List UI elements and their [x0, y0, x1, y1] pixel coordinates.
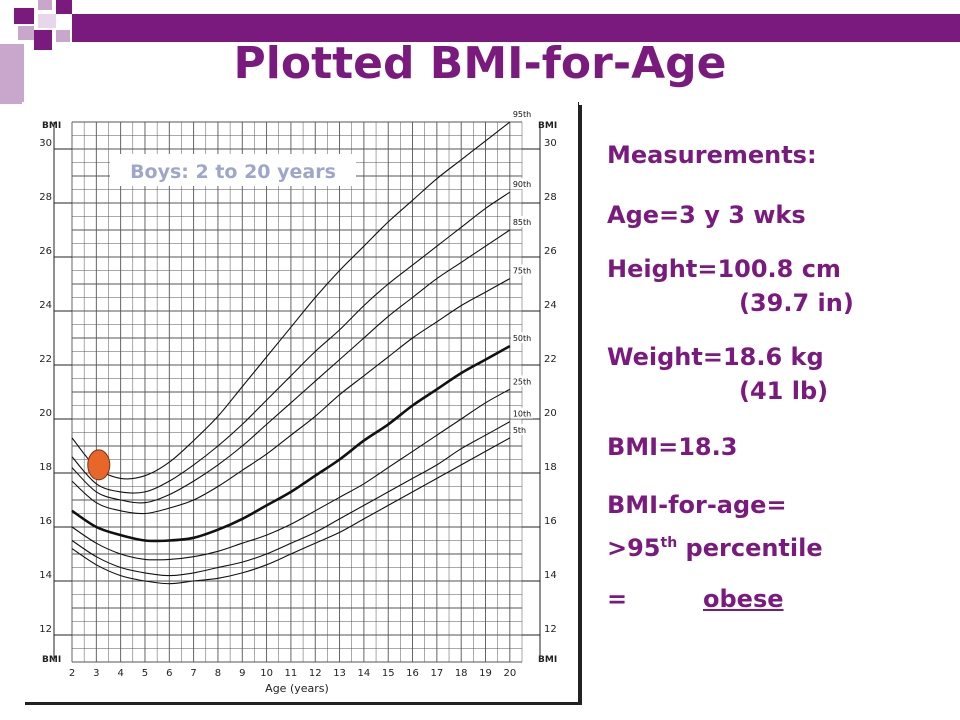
y-tick-label-left: 14 — [39, 570, 52, 581]
x-tick-label: 20 — [503, 668, 516, 679]
y-tick-label-left: 16 — [39, 516, 52, 527]
y-tick-label-right: 24 — [544, 300, 557, 311]
percentile-curve-50th — [71, 344, 511, 543]
bmi-chart-panel: 12 12 14 14 16 16 18 18 20 20 22 22 24 24 26 26 28 28 30 30… — [22, 102, 579, 702]
y-tick-label-left: 22 — [39, 354, 52, 365]
x-tick-label: 2 — [69, 668, 75, 679]
x-tick-label: 7 — [190, 668, 196, 679]
y-tick-label-right: 30 — [544, 138, 557, 149]
percentile-suffix: th — [660, 535, 678, 551]
x-tick-label: 5 — [142, 668, 148, 679]
percentile-curve-5th — [71, 437, 511, 585]
bmi-for-age-value: >95th percentile — [607, 528, 823, 563]
x-tick-label: 15 — [382, 668, 395, 679]
plotted-bmi-point — [87, 449, 111, 481]
percentile-label-bg — [510, 178, 533, 190]
y-tick-label-right: 22 — [544, 354, 557, 365]
bmi-measurement: BMI=18.3 — [607, 433, 738, 461]
x-tick-label: 16 — [406, 668, 419, 679]
percentile-label-50th: 50th — [513, 334, 531, 343]
bmi-for-age-label: BMI-for-age= — [607, 491, 787, 519]
slide-title: Plotted BMI-for-Age — [233, 38, 727, 89]
y-tick-label-right: 16 — [544, 516, 557, 527]
chart-title: Boys: 2 to 20 years — [130, 161, 336, 183]
y-tick-label-left: 18 — [39, 462, 52, 473]
result-classification: obese — [703, 585, 784, 613]
percentile-label-bg — [510, 423, 533, 435]
percentile-curve-25th — [71, 388, 511, 561]
percentile-word: percentile — [677, 534, 823, 562]
percentile-label-10th: 10th — [513, 410, 531, 419]
y-tick-label-left: 26 — [39, 246, 52, 257]
x-axis-label: Age (years) — [265, 682, 329, 695]
weight-measurement: Weight=18.6 kg — [607, 343, 824, 371]
percentile-label-5th: 5th — [513, 426, 526, 435]
percentile-number: >95 — [607, 534, 661, 562]
age-measurement: Age=3 y 3 wks — [607, 201, 806, 229]
height-inches: (39.7 in) — [739, 289, 854, 317]
measurements-heading: Measurements: — [607, 141, 817, 169]
percentile-label-bg — [510, 407, 533, 419]
header-bar — [72, 14, 960, 42]
x-tick-label: 6 — [166, 668, 172, 679]
result-equals: = — [607, 585, 628, 613]
y-tick-label-right: 14 — [544, 570, 557, 581]
percentile-curve-85th — [71, 229, 511, 504]
y-tick-label-right: 20 — [544, 408, 557, 419]
x-tick-label: 11 — [285, 668, 298, 679]
bmi-axis-tag: BMI — [538, 655, 557, 665]
bmi-axis-tag: BMI — [538, 121, 557, 131]
weight-pounds: (41 lb) — [739, 377, 829, 405]
percentile-label-85th: 85th — [513, 218, 531, 227]
y-tick-label-left: 12 — [39, 624, 52, 635]
x-tick-label: 8 — [215, 668, 221, 679]
percentile-curve-75th — [71, 278, 511, 515]
corner-squares — [0, 0, 80, 110]
x-tick-label: 3 — [93, 668, 99, 679]
percentile-curve-90th — [71, 191, 511, 494]
x-tick-label: 12 — [309, 668, 322, 679]
height-measurement: Height=100.8 cm — [607, 255, 841, 283]
x-tick-label: 17 — [430, 668, 443, 679]
y-tick-label-right: 28 — [544, 192, 557, 203]
percentile-label-bg — [510, 216, 533, 227]
y-tick-label-left: 30 — [39, 138, 52, 149]
percentile-curve-95th — [71, 121, 511, 480]
x-tick-label: 10 — [260, 668, 273, 679]
y-tick-label-left: 24 — [39, 300, 52, 311]
x-tick-label: 18 — [455, 668, 468, 679]
percentile-label-bg — [510, 264, 533, 276]
y-tick-label-right: 18 — [544, 462, 557, 473]
percentile-label-bg — [510, 375, 533, 387]
percentile-label-75th: 75th — [513, 267, 531, 276]
percentile-label-90th: 90th — [513, 180, 531, 189]
y-tick-label-right: 12 — [544, 624, 557, 635]
percentile-label-95th: 95th — [513, 110, 531, 119]
x-tick-label: 4 — [117, 668, 123, 679]
bmi-axis-tag: BMI — [42, 121, 61, 131]
percentile-label-bg — [510, 108, 533, 119]
percentile-curve-10th — [71, 421, 511, 577]
y-tick-label-left: 20 — [39, 408, 52, 419]
x-tick-label: 19 — [479, 668, 492, 679]
y-tick-label-left: 28 — [39, 192, 52, 203]
y-tick-label-right: 26 — [544, 246, 557, 257]
percentile-label-25th: 25th — [513, 377, 531, 386]
x-tick-label: 14 — [358, 668, 371, 679]
percentile-label-bg — [510, 332, 533, 344]
bmi-axis-tag: BMI — [42, 655, 61, 665]
x-tick-label: 9 — [239, 668, 245, 679]
x-tick-label: 13 — [333, 668, 346, 679]
chart-title-background — [110, 154, 356, 186]
